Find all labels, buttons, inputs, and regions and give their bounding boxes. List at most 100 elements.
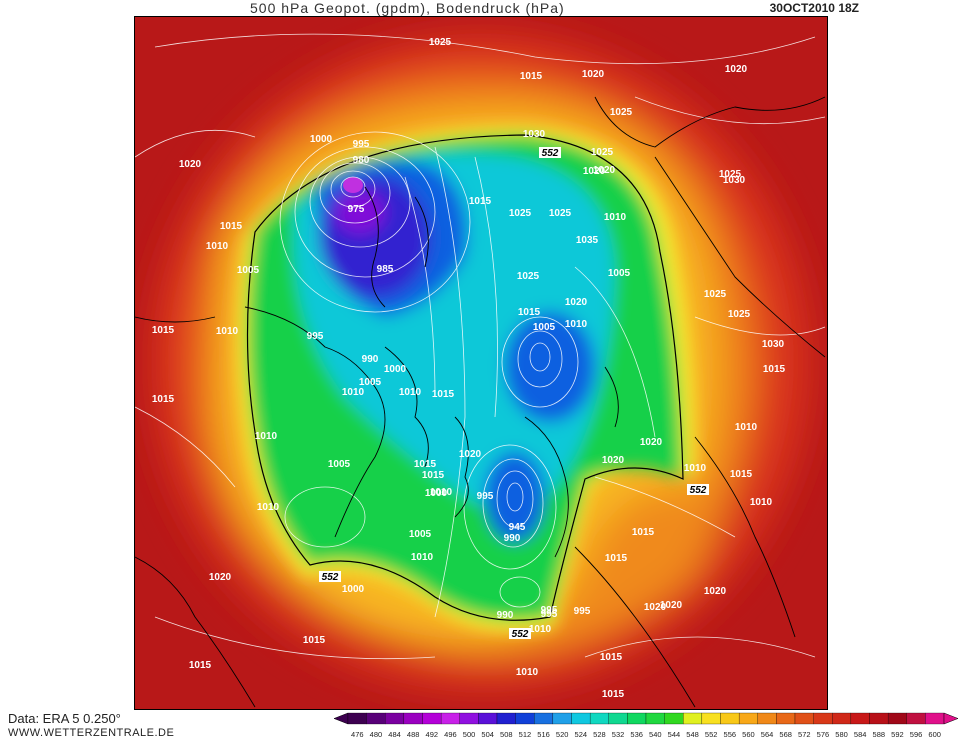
isobar-ring [319,162,391,224]
isobar-pressure-label: 995 [353,139,370,150]
isobar-ring [501,316,579,408]
isobar-pressure-label: 1020 [179,159,202,170]
legend-swatch [459,712,479,725]
legend-tick-label: 548 [686,730,699,739]
legend-swatch [925,712,945,725]
legend-swatch [571,712,591,725]
contour-label-box [319,571,341,582]
isobar-pressure-label: 995 [477,491,494,502]
legend-swatch [515,712,535,725]
isobar-ring [279,131,471,313]
isobar-pressure-label: 1025 [719,169,742,180]
isobar-pressure-label: 1020 [583,166,606,177]
isobar-pressure-label: 995 [541,609,558,620]
isobar-pressure-label: 1030 [723,175,746,186]
legend-swatch [534,712,554,725]
isobar-pressure-label: 990 [362,354,379,365]
isobar-line [135,129,256,158]
height-zone-blue-east [505,312,595,422]
map-datetime: 30OCT2010 18Z [769,1,859,15]
isobar-pressure-label: 1020 [565,297,588,308]
legend-swatch [683,712,703,725]
isobar-pressure-label: 990 [504,533,521,544]
isobar-pressure-label: 995 [574,606,591,617]
legend-swatch [850,712,870,725]
legend-tick-label: 516 [537,730,550,739]
isobar-pressure-label: 1020 [209,572,232,583]
height-contour-label: 552 [542,148,559,159]
isobar-pressure-label: 1020 [640,437,663,448]
isobar-pressure-label: 1005 [237,265,260,276]
legend-tick-label: 508 [500,730,513,739]
isobar-pressure-label: 1025 [610,107,633,118]
legend-arrow-max [943,712,958,725]
isobar-pressure-label: 1030 [762,339,785,350]
isobar-pressure-label: 1010 [206,241,229,252]
isobar-pressure-label: 1030 [523,129,546,140]
legend-tick-label: 572 [798,730,811,739]
coastline [574,546,696,708]
isobar-ring [482,458,544,548]
coastline [135,316,216,323]
legend-tick-label: 512 [519,730,532,739]
legend-swatch [366,712,386,725]
legend-tick-label: 496 [444,730,457,739]
isobar-pressure-label: 1020 [704,586,727,597]
isobar-pressure-label: 985 [377,264,394,275]
isobar-pressure-label: 1005 [409,529,432,540]
legend-tick-label: 544 [668,730,681,739]
isobar-pressure-label: 1010 [342,387,365,398]
legend-swatch [440,712,460,725]
legend-tick-label: 504 [481,730,494,739]
color-legend: 476 480 484 488 492 496 500 504 508 512 516 520 524 5… [334,712,958,739]
legend-tick-label: 536 [630,730,643,739]
contour-label-box [687,484,709,495]
isobar-line [584,636,816,658]
isobar-line [574,266,656,438]
isobar-pressure-label: 1025 [591,147,614,158]
legend-swatch [832,712,852,725]
legend-swatch [794,712,814,725]
legend-swatch [403,712,423,725]
isobar-pressure-label: 1010 [750,497,773,508]
isobar-pressure-label: 1015 [303,635,326,646]
legend-swatch [776,712,796,725]
isobar-ring [294,146,436,278]
height-contour-label: 552 [690,485,707,496]
legend-swatch [813,712,833,725]
isobar-ring [529,342,551,372]
map-title: 500 hPa Geopot. (gpdm), Bodendruck (hPa) [250,0,565,16]
isobar-pressure-label: 1015 [422,470,445,481]
legend-swatch [645,712,665,725]
legend-swatch [478,712,498,725]
low-center-magenta [343,177,363,193]
legend-tick-label: 488 [407,730,420,739]
isobar-pressure-label: 1015 [763,364,786,375]
isobar-pressure-label: 1015 [605,553,628,564]
isobar-pressure-label: 995 [541,605,558,616]
legend-swatch [701,712,721,725]
isobar-pressure-label: 1025 [728,309,751,320]
isobar-pressure-label: 1010 [411,552,434,563]
isobar-pressure-label: 1010 [604,212,627,223]
isobar-pressure-label: 1020 [725,64,748,75]
isobar-line [694,316,826,336]
legend-tick-label: 552 [705,730,718,739]
isobar-pressure-label: 1005 [359,377,382,388]
legend-swatch [347,712,367,725]
legend-tick-label: 520 [556,730,569,739]
isobar-pressure-label: 995 [307,331,324,342]
isobar-pressure-label: 1005 [608,268,631,279]
isobar-pressure-label: 990 [497,610,514,621]
legend-swatch [738,712,758,725]
isobar-ring [309,156,411,248]
isobar-pressure-label: 1015 [730,469,753,480]
isobar-ring [517,330,563,388]
isobar-pressure-label: 1010 [684,463,707,474]
isobar-ring [284,486,366,548]
isobar-pressure-label: 1010 [565,319,588,330]
legend-swatch [757,712,777,725]
isobar-lines [135,33,826,660]
isobar-pressure-label: 1020 [602,455,625,466]
